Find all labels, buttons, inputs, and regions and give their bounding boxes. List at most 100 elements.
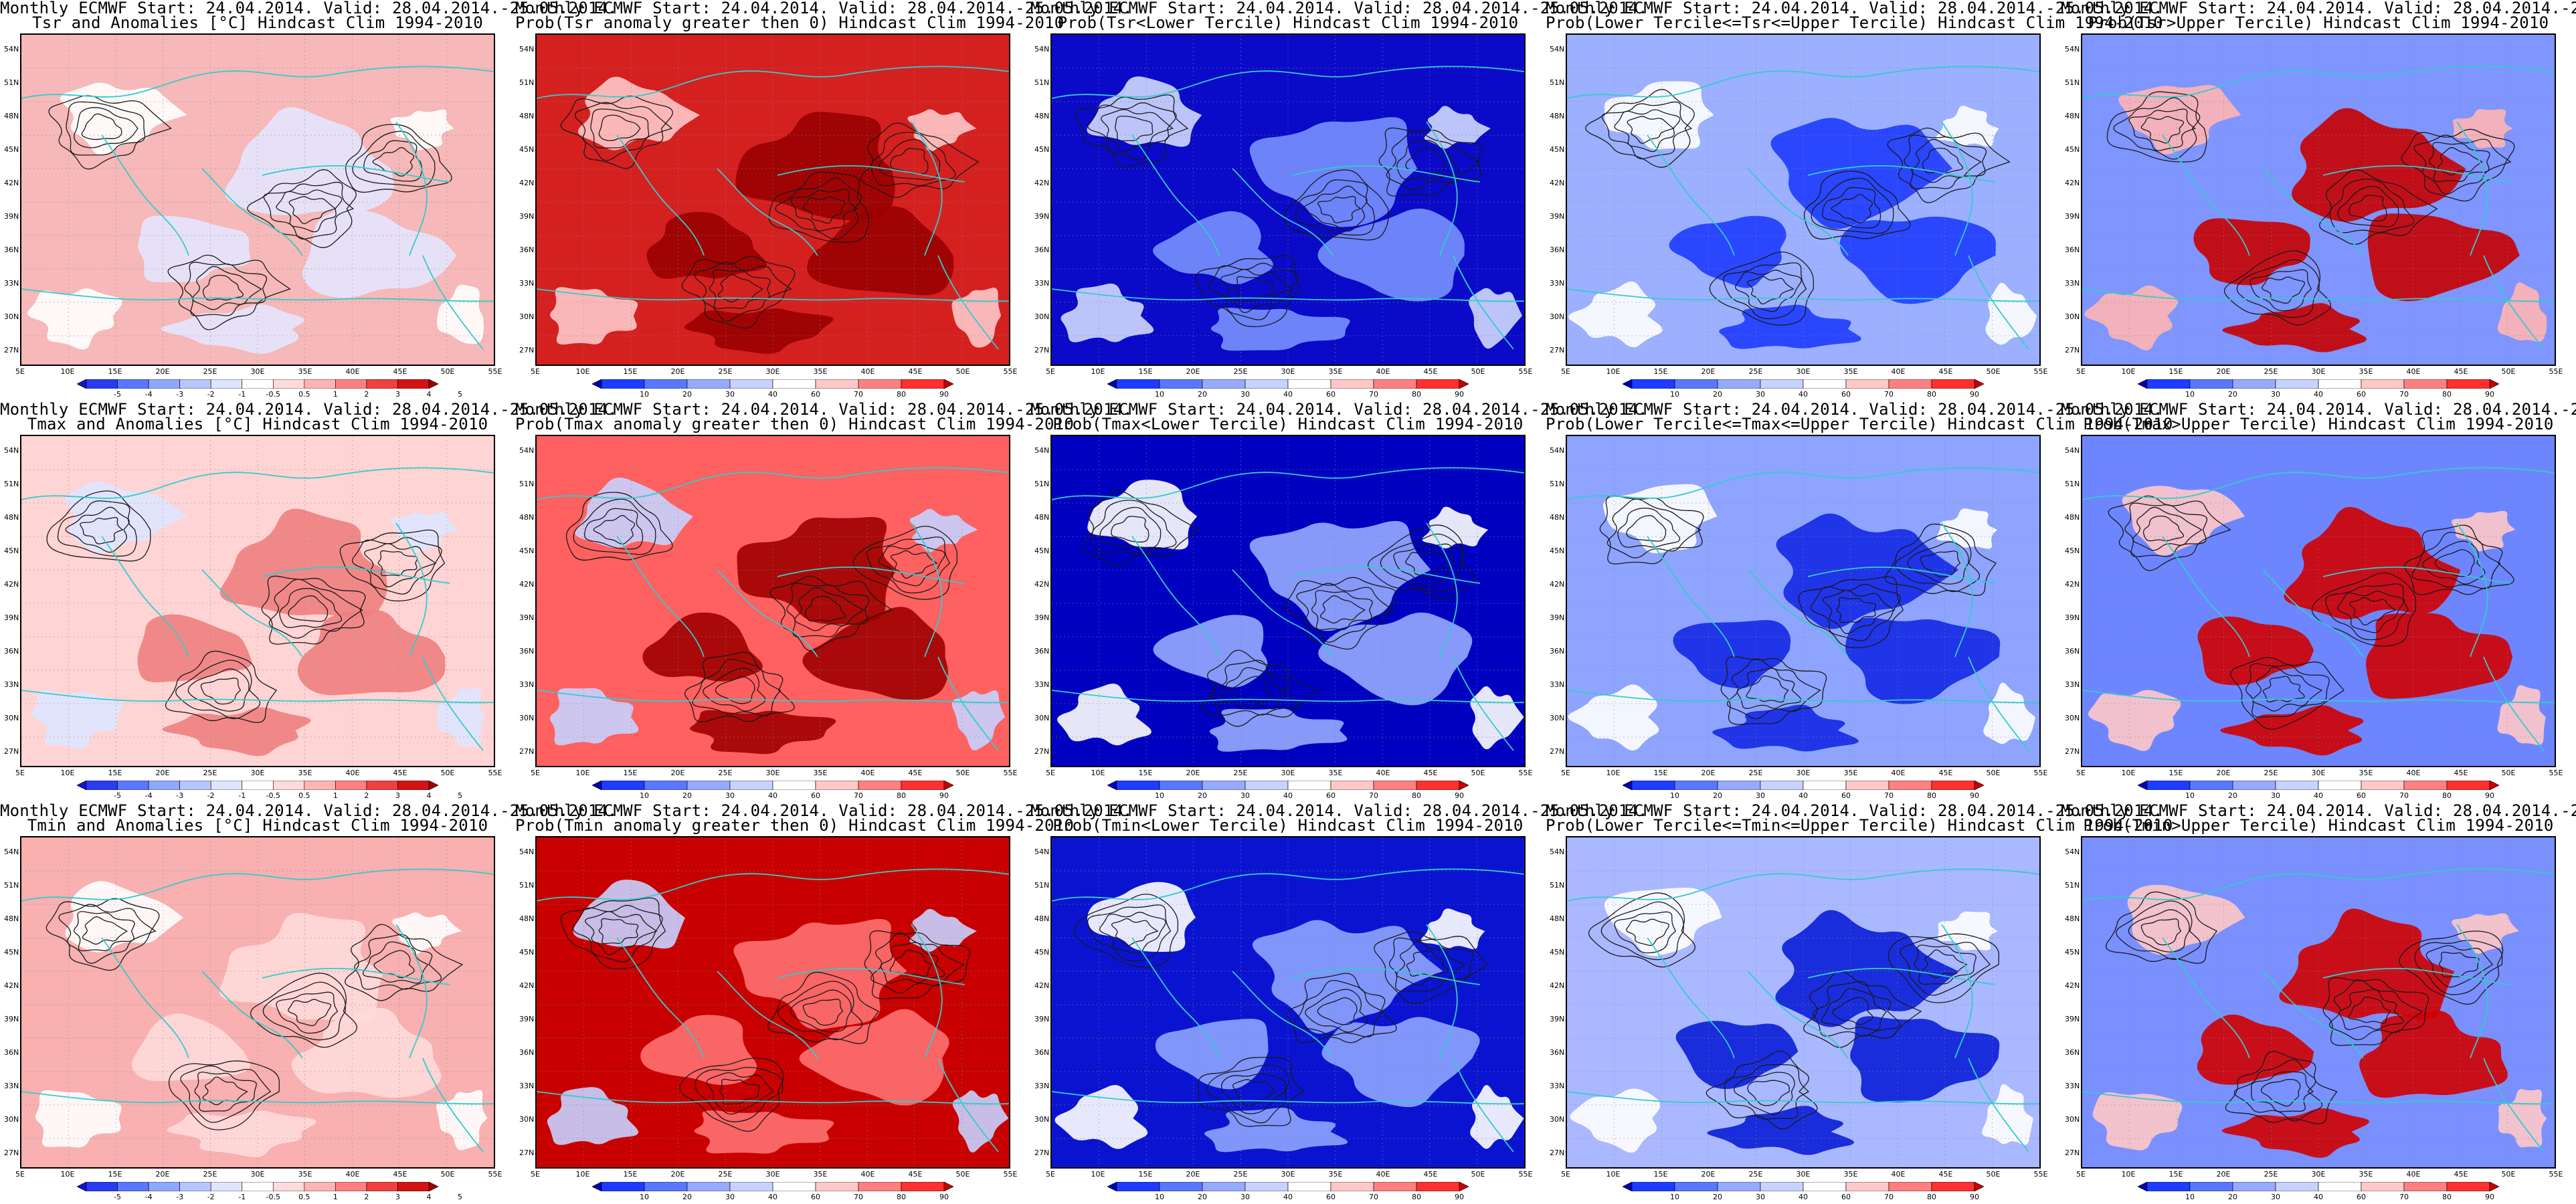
contour-line: [247, 169, 357, 248]
longitude-tick-label: 25E: [1233, 1170, 1248, 1179]
longitude-tick-label: 20E: [1186, 769, 1200, 777]
contour-line: [890, 148, 929, 175]
forecast-panel: Monthly ECMWF Start: 24.04.2014. Valid: …: [515, 803, 1133, 1204]
colorbar-swatch: [729, 1181, 773, 1192]
shaded-region: [642, 612, 763, 682]
colorbar-swatch: [858, 1181, 902, 1192]
latitude-tick-label: 33N: [519, 680, 535, 689]
contour-line: [694, 262, 792, 322]
colorbar-labels: 10 20 30 40 60 70 80 90: [1107, 391, 1469, 399]
contour-line: [598, 918, 639, 944]
colorbar-swatch: [335, 1181, 367, 1192]
shaded-region: [550, 287, 638, 345]
contour-line: [1736, 668, 1802, 709]
contour-line: [58, 904, 157, 964]
colorbar-tick-label: 30: [1240, 1193, 1250, 1201]
colorbar-swatch: [2137, 1181, 2148, 1192]
panel-title-line2: Tsr and Anomalies [°C] Hindcast Clim 199…: [32, 13, 483, 32]
latitude-tick-label: 51N: [4, 78, 19, 87]
latitude-tick-label: 51N: [519, 480, 535, 488]
colorbar-swatch: [1622, 780, 1633, 791]
latitude-tick-label: 39N: [519, 1015, 535, 1023]
longitude-tick-label: 35E: [298, 769, 312, 777]
longitude-axis: 5E 10E 15E 20E 25E 30E 35E 40E 45E 50E 55E: [15, 367, 502, 377]
longitude-tick-label: 20E: [2216, 769, 2231, 777]
colorbar-swatch: [2275, 1181, 2319, 1192]
contour-line: [2414, 940, 2503, 995]
coastline: [616, 134, 705, 256]
colorbar-tick-label: 20: [1713, 791, 1722, 800]
contour-line: [2311, 573, 2417, 647]
colorbar-swatch: [2275, 780, 2319, 791]
contour-line: [1081, 490, 1200, 566]
colorbar-swatch: [335, 379, 367, 389]
shaded-region: [2497, 685, 2546, 745]
coastline: [1426, 924, 1458, 1059]
coastline: [537, 467, 1009, 500]
longitude-axis: 5E 10E 15E 20E 25E 30E 35E 40E 45E 50E 55E: [15, 769, 502, 779]
contour-line: [345, 924, 464, 1001]
colorbar-swatch: [1674, 1181, 1718, 1192]
contour-line: [351, 536, 442, 595]
colorbar-swatch: [179, 1181, 211, 1192]
latitude-tick-label: 42N: [2065, 179, 2080, 187]
latitude-tick-label: 33N: [519, 1082, 535, 1090]
latitude-tick-label: 51N: [1550, 480, 1565, 488]
shaded-region: [1153, 211, 1273, 285]
contour-line: [879, 138, 941, 181]
longitude-tick-label: 5E: [2076, 367, 2086, 376]
colorbar-swatch: [901, 780, 945, 791]
longitude-tick-label: 30E: [1796, 769, 1811, 777]
longitude-tick-label: 55E: [2033, 1170, 2048, 1179]
contour-line: [880, 942, 945, 983]
shaded-region: [138, 215, 251, 282]
colorbar-swatch: [304, 780, 336, 791]
longitude-tick-label: 20E: [670, 367, 685, 376]
longitude-tick-label: 45E: [1938, 769, 1953, 777]
latitude-axis: 54N 51N 48N 45N 42N 39N 36N 33N 30N 27N: [1550, 836, 1566, 1169]
contour-line: [681, 256, 796, 329]
shaded-region: [2367, 213, 2520, 302]
longitude-tick-label: 35E: [1843, 1170, 1858, 1179]
colorbar-labels: -5 -4 -3 -2 -1 -0.5 0.5 1 2 3 4 5: [77, 390, 462, 399]
coastline: [2262, 971, 2364, 1059]
latitude-tick-label: 36N: [1550, 1048, 1565, 1057]
longitude-tick-label: 15E: [623, 1170, 638, 1179]
latitude-axis: 54N 51N 48N 45N 42N 39N 36N 33N 30N 27N: [519, 836, 535, 1169]
colorbar-tick-label: 4: [426, 791, 432, 800]
colorbar-tick-label: 80: [897, 791, 906, 800]
longitude-tick-label: 30E: [2311, 1170, 2326, 1179]
coastline: [1647, 536, 1735, 658]
forecast-panel: Monthly ECMWF Start: 24.04.2014. Valid: …: [1546, 0, 2163, 401]
colorbar-swatch: [729, 780, 773, 791]
colorbar-tick-label: 2: [364, 1193, 369, 1201]
longitude-tick-label: 10E: [1091, 1170, 1105, 1179]
colorbar-swatch: [1116, 379, 1160, 389]
coastline: [201, 569, 303, 658]
contour-line: [879, 544, 945, 587]
contour-line: [74, 107, 139, 148]
latitude-tick-label: 42N: [4, 580, 19, 589]
longitude-tick-label: 30E: [1796, 367, 1811, 376]
latitude-tick-label: 48N: [1034, 513, 1050, 522]
coastline: [911, 121, 943, 256]
longitude-tick-label: 30E: [2311, 367, 2326, 376]
colorbar-tick-label: 70: [854, 791, 863, 800]
contour-line: [1823, 590, 1896, 634]
latitude-tick-label: 45N: [1550, 546, 1565, 555]
contour-line: [262, 981, 346, 1041]
colorbar-swatch: [1974, 780, 1985, 791]
longitude-tick-label: 20E: [155, 367, 170, 376]
coastline: [937, 656, 999, 751]
colorbar-tick-label: 2: [364, 390, 369, 399]
latitude-tick-label: 51N: [1034, 78, 1050, 87]
latitude-tick-label: 54N: [1550, 446, 1565, 455]
panel-title-line2: Prob(Tmin anomaly greater then 0) Hindca…: [515, 816, 1075, 835]
longitude-tick-label: 20E: [1701, 367, 1716, 376]
contour-line: [2349, 597, 2397, 625]
contour-line: [1220, 1073, 1287, 1114]
colorbar-swatch: [644, 379, 688, 389]
colorbar-tick-label: 90: [939, 791, 949, 800]
longitude-tick-label: 45E: [908, 367, 923, 376]
colorbar-swatch: [1631, 379, 1675, 389]
